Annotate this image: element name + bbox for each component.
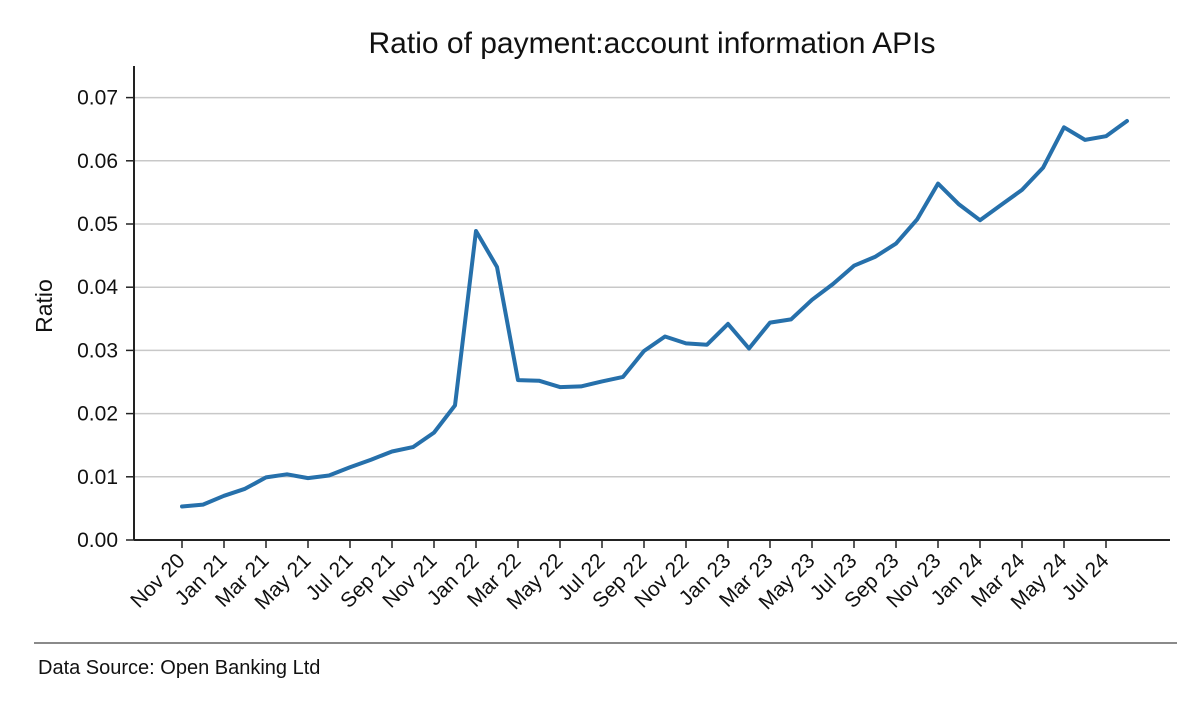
y-gridlines (134, 96, 1170, 478)
y-tick-label: 0.00 (77, 529, 118, 552)
x-tick-label: Jul 24 (1058, 549, 1114, 605)
y-tick-label: 0.07 (77, 87, 118, 110)
data-source-note: Data Source: Open Banking Ltd (38, 657, 321, 679)
y-tick-label: 0.02 (77, 403, 118, 426)
y-tick-label: 0.04 (77, 276, 118, 299)
y-axis-ticks: 0.00 0.01 0.02 0.03 0.04 0.05 0.06 0.07 (77, 87, 134, 552)
y-tick-label: 0.05 (77, 213, 118, 236)
y-tick-label: 0.03 (77, 339, 118, 362)
chart-title: Ratio of payment:account information API… (369, 27, 936, 60)
y-tick-label: 0.01 (77, 466, 118, 489)
y-axis-label: Ratio (31, 279, 57, 333)
y-tick-label: 0.06 (77, 150, 118, 173)
series-layer (180, 119, 1129, 509)
footer-divider (34, 642, 1177, 644)
series-line (180, 119, 1129, 509)
